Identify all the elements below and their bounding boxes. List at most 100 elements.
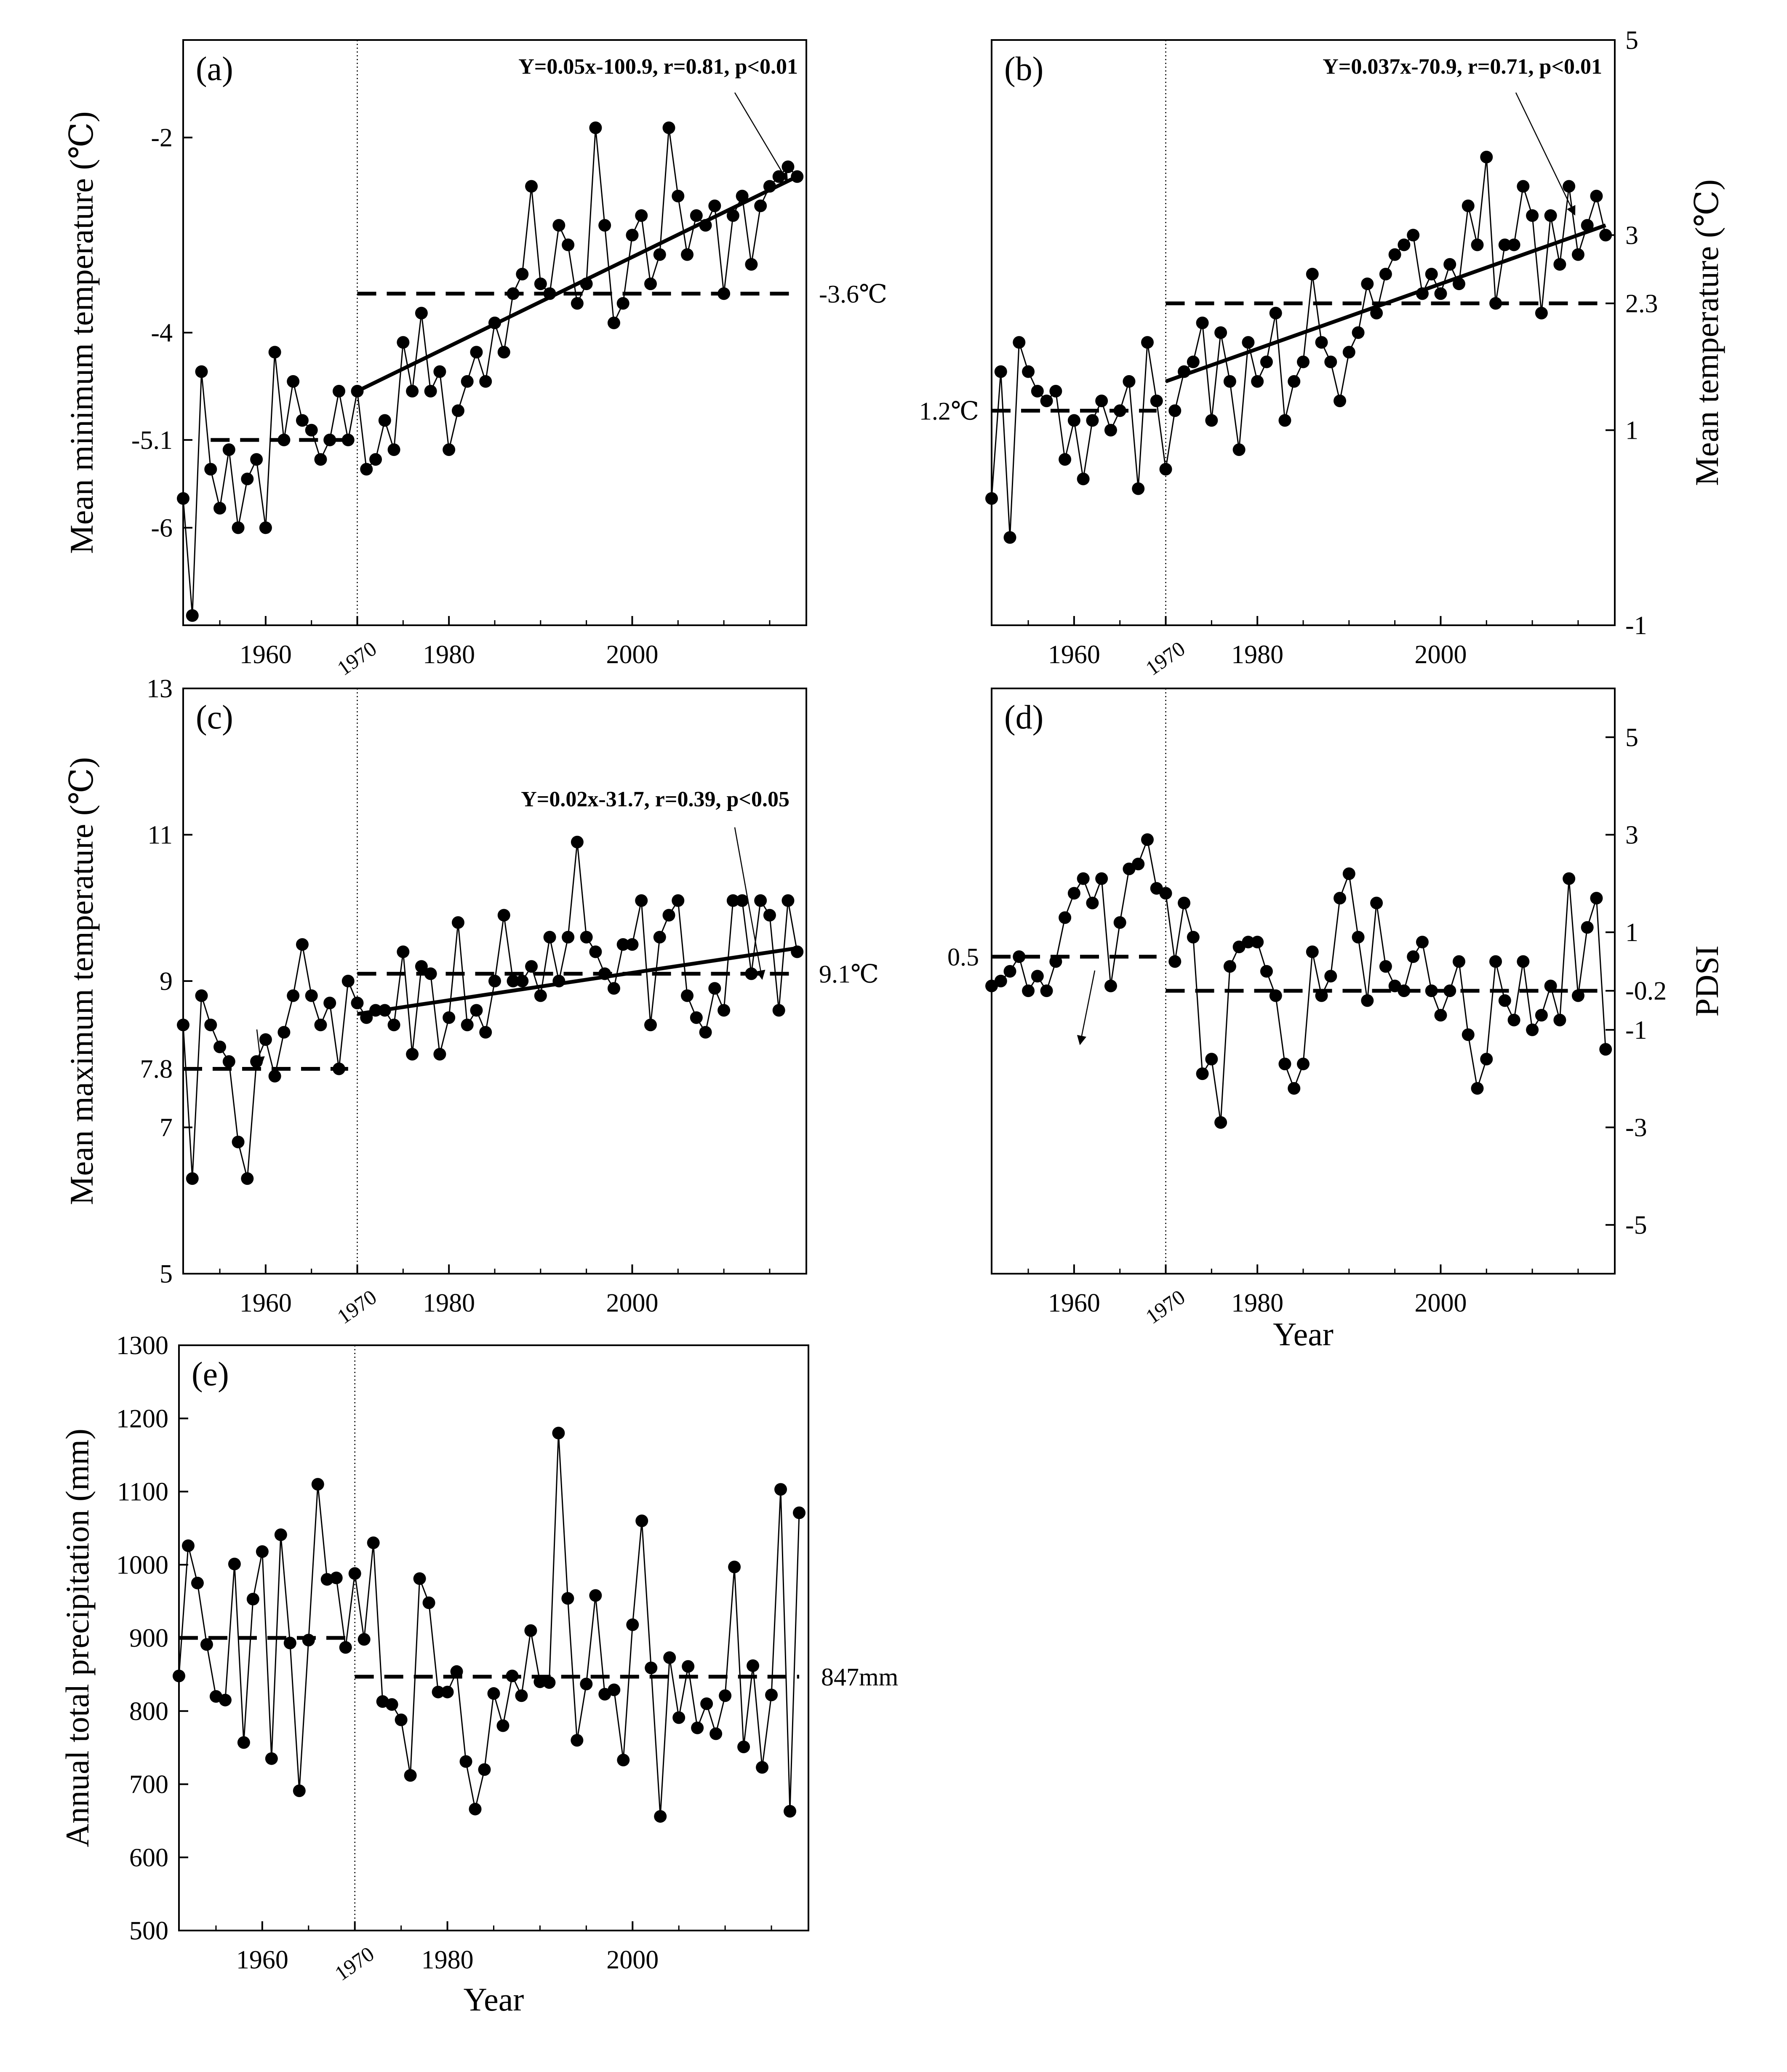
data-point: [268, 1069, 281, 1083]
data-point: [1077, 472, 1090, 485]
data-point: [1434, 1009, 1447, 1022]
data-point: [222, 1055, 235, 1068]
y-tick-label: 1: [1625, 918, 1638, 947]
data-point: [195, 989, 208, 1002]
data-point: [736, 189, 749, 203]
data-point: [259, 1033, 272, 1046]
y-tick-label: 1100: [117, 1478, 168, 1507]
y-tick-label: -5.1: [131, 426, 173, 455]
y-tick-label: 1200: [116, 1405, 168, 1433]
data-point: [1141, 833, 1154, 846]
data-point: [479, 375, 492, 388]
data-point: [177, 492, 189, 505]
data-point: [422, 1596, 435, 1609]
data-point: [1223, 375, 1236, 388]
data-point: [404, 1769, 417, 1782]
data-point: [653, 931, 666, 944]
data-point: [293, 1784, 306, 1797]
data-point: [1306, 945, 1319, 958]
data-point: [1526, 209, 1539, 222]
x-tick-label: 2000: [606, 640, 658, 669]
data-point: [1590, 892, 1603, 905]
panel-e: (e)1960 1970 1980 2000500600700800900100011…: [59, 1331, 898, 2018]
data-point: [682, 1660, 695, 1673]
data-point: [1269, 307, 1282, 320]
data-point: [1443, 984, 1456, 997]
data-point: [756, 1761, 769, 1774]
data-point: [747, 1659, 760, 1672]
data-point: [608, 1683, 621, 1696]
data-point: [1535, 1009, 1548, 1022]
data-point: [1214, 326, 1227, 339]
data-point: [213, 502, 227, 515]
data-point: [653, 248, 666, 261]
x-tick-label: 1980: [423, 1289, 475, 1317]
data-point: [1498, 238, 1511, 251]
data-point: [470, 346, 483, 359]
data-point: [1288, 375, 1301, 388]
data-point: [470, 1004, 483, 1017]
data-point: [181, 1539, 195, 1552]
data-point: [461, 375, 474, 388]
data-point: [635, 1515, 648, 1527]
data-point: [1269, 989, 1282, 1002]
data-point: [200, 1638, 213, 1651]
data-point: [1232, 443, 1246, 456]
data-point: [681, 248, 694, 261]
y-tick-label: 11: [147, 821, 173, 850]
y-tick-label: 5: [1625, 723, 1638, 752]
data-point: [177, 1019, 189, 1032]
data-point: [195, 365, 208, 378]
data-point: [1526, 1023, 1539, 1036]
data-point: [1242, 936, 1255, 949]
segment-mean-label: 0.5: [947, 943, 979, 971]
data-point: [1342, 346, 1355, 359]
data-point: [1159, 887, 1172, 900]
data-point: [1040, 395, 1053, 408]
data-point: [451, 404, 464, 417]
data-point: [1040, 984, 1053, 997]
data-point: [432, 1685, 445, 1699]
x-tick-label: 1960: [1048, 1289, 1100, 1317]
data-point: [339, 1641, 352, 1654]
data-point: [479, 1026, 492, 1039]
data-point: [717, 287, 731, 300]
y-axis-title: Mean minimum temperature (℃): [63, 111, 100, 554]
data-point: [250, 453, 263, 466]
data-point: [378, 414, 391, 427]
data-point: [1398, 984, 1411, 997]
panel-label: (b): [1004, 51, 1043, 88]
data-point: [173, 1669, 185, 1683]
data-point: [672, 894, 685, 907]
y-axis-title: Annual total precipitation (mm): [59, 1429, 96, 1847]
trend-equation: Y=0.05x-100.9, r=0.81, p<0.01: [518, 55, 798, 79]
data-point: [241, 1172, 254, 1185]
data-point: [1031, 385, 1044, 397]
data-point: [644, 1019, 657, 1032]
data-point: [1288, 1082, 1301, 1095]
data-point: [552, 1427, 565, 1440]
data-point: [737, 1740, 750, 1753]
annotation-arrow: [734, 827, 765, 980]
data-point: [598, 219, 611, 232]
data-point: [525, 960, 538, 973]
data-point: [1571, 989, 1584, 1002]
data-point: [256, 1545, 269, 1558]
data-point: [580, 931, 593, 944]
panel-label: (d): [1004, 699, 1043, 736]
y-tick-label: 5: [160, 1260, 173, 1288]
data-point: [552, 219, 565, 232]
data-point: [387, 1019, 400, 1032]
data-point: [1370, 307, 1383, 320]
x-tick-label: 1960: [1048, 640, 1100, 669]
data-point: [772, 170, 785, 183]
x-axis-title: Year: [1273, 1316, 1334, 1352]
data-point: [406, 385, 419, 397]
data-point: [1507, 238, 1520, 251]
trend-line: [1165, 223, 1606, 384]
data-point: [994, 365, 1007, 378]
data-point: [690, 209, 703, 222]
data-point: [681, 989, 694, 1002]
